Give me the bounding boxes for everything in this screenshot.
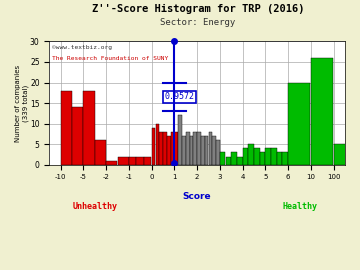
Bar <box>277 152 282 165</box>
Bar <box>72 107 83 165</box>
Bar <box>220 152 225 165</box>
Bar <box>84 91 95 165</box>
Bar <box>208 132 212 165</box>
Bar <box>106 161 117 165</box>
Bar <box>260 152 265 165</box>
Bar <box>212 136 216 165</box>
Text: Z''-Score Histogram for TRP (2016): Z''-Score Histogram for TRP (2016) <box>92 4 304 14</box>
X-axis label: Score: Score <box>183 191 211 201</box>
Bar <box>231 152 237 165</box>
Bar <box>334 144 356 165</box>
Bar <box>190 136 193 165</box>
Bar <box>144 157 152 165</box>
Bar <box>265 148 271 165</box>
Text: Sector: Energy: Sector: Energy <box>160 18 236 26</box>
Bar <box>226 157 231 165</box>
Bar <box>271 148 277 165</box>
Bar <box>237 157 243 165</box>
Bar <box>167 136 171 165</box>
Text: ©www.textbiz.org: ©www.textbiz.org <box>52 45 112 50</box>
Text: Unhealthy: Unhealthy <box>72 202 117 211</box>
Bar <box>283 152 288 165</box>
Bar <box>182 136 186 165</box>
Bar <box>95 140 106 165</box>
Bar <box>311 58 333 165</box>
Bar <box>136 157 144 165</box>
Text: 0.9572: 0.9572 <box>164 92 194 102</box>
Bar <box>178 115 182 165</box>
Bar <box>216 140 220 165</box>
Bar <box>61 91 72 165</box>
Bar <box>175 132 178 165</box>
Text: The Research Foundation of SUNY: The Research Foundation of SUNY <box>52 56 168 61</box>
Bar <box>171 132 174 165</box>
Bar <box>288 83 310 165</box>
Bar <box>197 132 201 165</box>
Bar <box>205 136 208 165</box>
Bar <box>201 136 205 165</box>
Bar <box>118 157 129 165</box>
Bar <box>243 148 248 165</box>
Bar <box>152 128 156 165</box>
Text: Healthy: Healthy <box>282 202 317 211</box>
Bar <box>156 124 159 165</box>
Bar <box>129 157 136 165</box>
Bar <box>186 132 189 165</box>
Bar <box>254 148 260 165</box>
Bar <box>248 144 254 165</box>
Bar <box>159 132 163 165</box>
Y-axis label: Number of companies
(339 total): Number of companies (339 total) <box>15 65 28 142</box>
Bar <box>193 132 197 165</box>
Bar <box>163 132 167 165</box>
